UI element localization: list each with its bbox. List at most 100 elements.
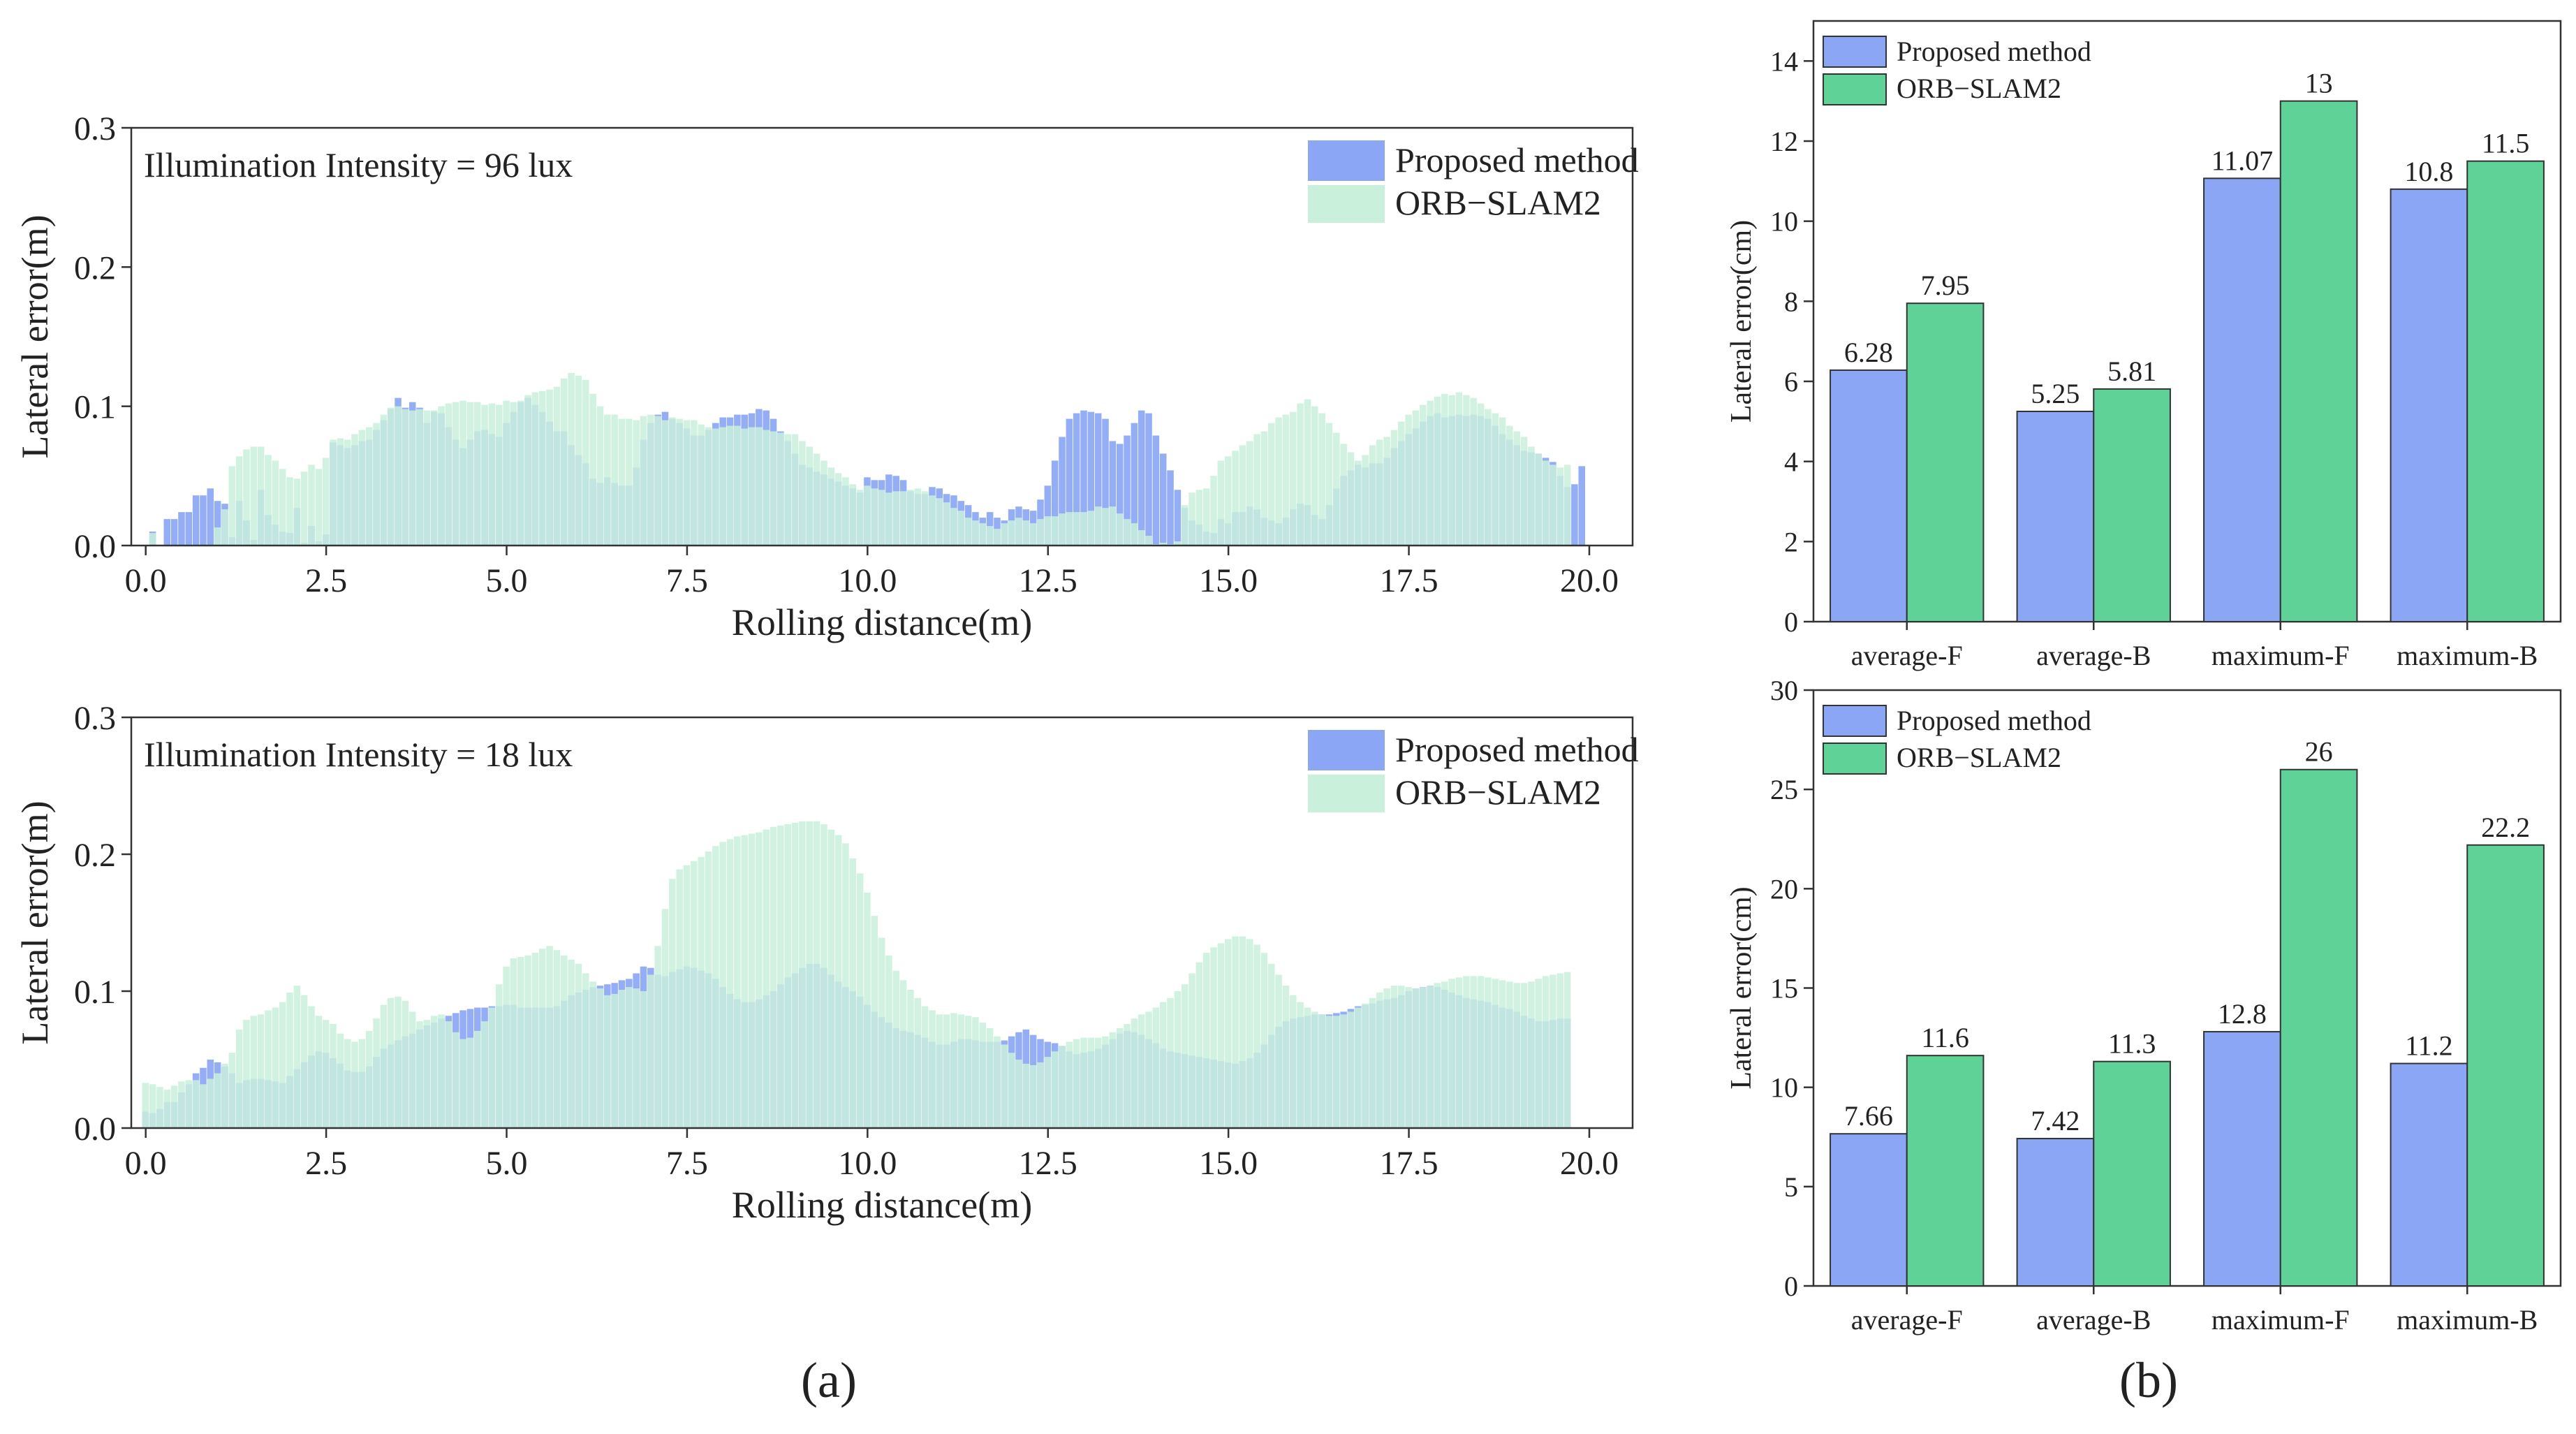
bar-proposed xyxy=(2016,411,2095,622)
bar xyxy=(561,956,568,1128)
bar xyxy=(1448,979,1455,1128)
bar xyxy=(1563,972,1571,1128)
x-tick-label: maximum-B xyxy=(2397,640,2538,671)
bar xyxy=(279,469,286,546)
bar xyxy=(756,427,763,546)
bar xyxy=(1224,939,1232,1128)
bar xyxy=(770,431,777,546)
bar xyxy=(1152,1007,1160,1128)
y-tick-label: 15 xyxy=(1770,973,1798,1004)
bar xyxy=(1427,400,1434,546)
bar xyxy=(1116,1027,1124,1128)
bar xyxy=(1224,456,1232,546)
y-tick-label: 0.0 xyxy=(74,1111,116,1148)
bar xyxy=(221,1063,228,1128)
bar xyxy=(1376,439,1383,546)
bar xyxy=(994,1036,1001,1128)
bar xyxy=(871,916,878,1128)
bar xyxy=(430,410,438,546)
bar xyxy=(286,992,293,1128)
data-label-orb: 22.2 xyxy=(2481,812,2530,843)
y-tick-label: 6 xyxy=(1784,366,1798,397)
bar xyxy=(1311,406,1318,546)
bar xyxy=(409,410,416,546)
bar xyxy=(1427,986,1434,1128)
y-tick-label: 5 xyxy=(1784,1171,1798,1203)
bar xyxy=(1080,1037,1087,1128)
x-tick-label: maximum-B xyxy=(2397,1304,2538,1336)
bar xyxy=(1268,963,1275,1128)
bar xyxy=(300,995,308,1128)
bar xyxy=(1080,410,1087,546)
bar xyxy=(546,946,553,1128)
bar xyxy=(1131,423,1138,546)
bar xyxy=(791,822,799,1128)
bar xyxy=(669,417,676,546)
bar xyxy=(496,404,503,546)
bar xyxy=(279,1002,286,1128)
bar xyxy=(438,1014,445,1128)
bar xyxy=(885,492,892,546)
bar xyxy=(1159,543,1167,546)
bar xyxy=(1116,513,1124,546)
bar xyxy=(1441,981,1448,1128)
bar xyxy=(596,406,604,546)
bar xyxy=(1239,445,1246,546)
bar xyxy=(503,400,510,546)
bar xyxy=(979,523,987,546)
bar xyxy=(964,518,972,546)
bar xyxy=(626,418,633,546)
y-tick-label: 0.2 xyxy=(74,249,116,286)
bar xyxy=(914,488,922,546)
legend-label-proposed: Proposed method xyxy=(1897,36,2091,67)
bar xyxy=(1066,512,1073,546)
bar xyxy=(395,996,402,1128)
bar xyxy=(979,1023,987,1128)
bar xyxy=(178,512,185,546)
bar xyxy=(1145,536,1152,546)
bar xyxy=(1109,1032,1117,1128)
bar xyxy=(1578,466,1585,546)
x-tick-label: 7.5 xyxy=(666,1145,708,1182)
bar xyxy=(1506,981,1513,1128)
bar xyxy=(1412,410,1420,546)
bar xyxy=(553,386,561,546)
bar xyxy=(416,409,423,546)
bar xyxy=(799,821,806,1128)
bar xyxy=(1455,392,1463,546)
bar xyxy=(1542,976,1550,1128)
bar xyxy=(1333,432,1340,546)
bar xyxy=(899,491,907,546)
bar xyxy=(510,958,517,1128)
bar xyxy=(683,420,691,546)
y-tick-label: 2 xyxy=(1784,526,1798,557)
bar xyxy=(344,439,351,546)
bar xyxy=(250,446,258,546)
data-label-proposed: 10.8 xyxy=(2404,156,2453,187)
x-tick-label: 15.0 xyxy=(1199,1145,1258,1182)
bar xyxy=(1470,397,1477,546)
y-axis-label: Lateral error(cm) xyxy=(1725,886,1758,1089)
bar xyxy=(575,375,582,546)
bar xyxy=(488,1007,496,1128)
bar xyxy=(473,1030,481,1128)
bar xyxy=(712,428,719,546)
bar xyxy=(849,858,856,1128)
bar-proposed xyxy=(2203,177,2281,622)
bar xyxy=(337,1033,344,1128)
bar xyxy=(1340,444,1347,546)
bar xyxy=(1167,470,1174,546)
bar-proposed xyxy=(2390,188,2468,622)
bar xyxy=(1477,976,1485,1128)
legend-swatch-orb xyxy=(1308,775,1385,812)
y-tick-label: 0.0 xyxy=(74,528,116,565)
bar xyxy=(517,400,524,546)
bar xyxy=(1290,995,1297,1128)
y-tick-label: 30 xyxy=(1770,675,1798,706)
bar xyxy=(561,378,568,546)
bar xyxy=(293,478,301,546)
bar xyxy=(1325,423,1333,546)
bar xyxy=(589,393,596,546)
legend-label-proposed: Proposed method xyxy=(1897,705,2091,736)
bar xyxy=(763,829,770,1128)
